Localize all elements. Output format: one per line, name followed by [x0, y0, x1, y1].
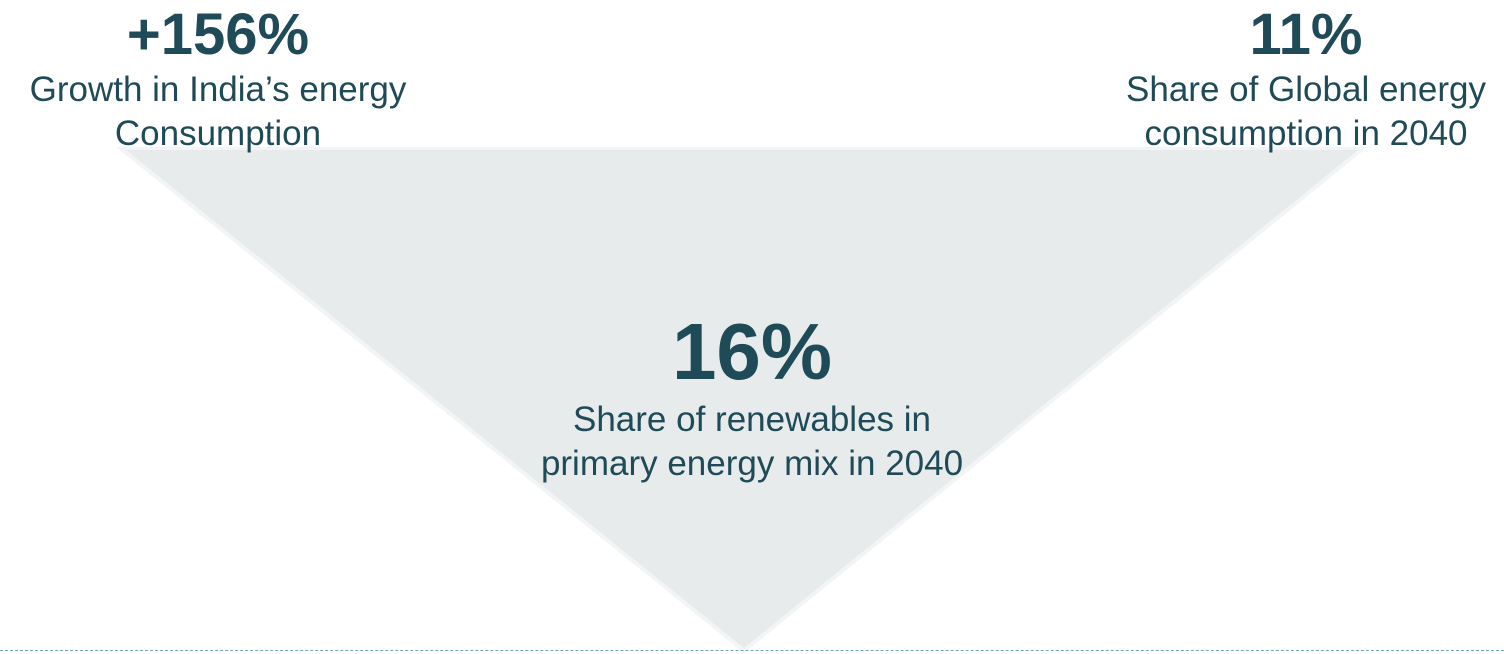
stat-value: 11%: [1249, 2, 1363, 67]
stat-description-line-2: Consumption: [114, 114, 322, 153]
stat-description-line-1: Growth in India’s energy: [29, 70, 407, 109]
stat-description-line-1: Share of Global energy: [1126, 70, 1486, 109]
stat-description-line-2: primary energy mix in 2040: [540, 444, 964, 483]
stat-global-energy-share: 11% Share of Global energy consumption i…: [1106, 6, 1504, 156]
stat-value: 16%: [671, 307, 833, 396]
stat-description-line-1: Share of renewables in: [573, 400, 931, 439]
stat-description-line-2: consumption in 2040: [1144, 114, 1468, 153]
dashed-baseline: [0, 650, 1504, 651]
triangle-shape: [126, 150, 1358, 648]
stat-growth-energy-consumption: +156% Growth in India’s energy Consumpti…: [0, 6, 436, 156]
stat-value: +156%: [126, 2, 310, 67]
stat-renewables-share: 16% Share of renewables in primary energ…: [452, 312, 1052, 486]
